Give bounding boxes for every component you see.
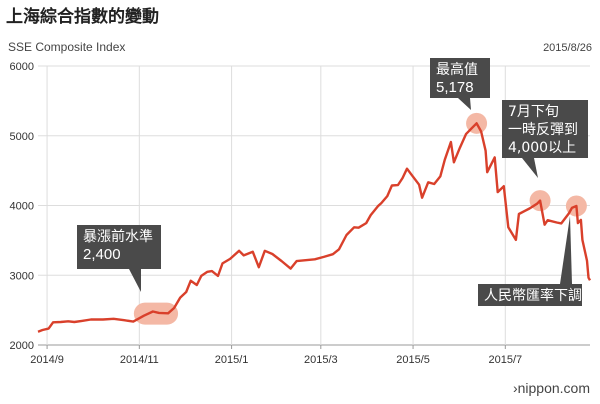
y-tick-label: 2000: [10, 340, 34, 352]
x-tick-label: 2015/1: [215, 354, 249, 366]
x-tick-label: 2014/9: [30, 354, 64, 366]
annotation-line: 人民幣匯率下調: [484, 287, 582, 304]
chart-title: 上海綜合指數的變動: [6, 7, 159, 27]
date-label: 2015/8/26: [543, 42, 592, 54]
highlight-pre-surge: [133, 302, 179, 325]
y-tick-label: 3000: [10, 270, 34, 282]
annotation-line: 5,178: [436, 79, 474, 96]
annotation-line: 最高值: [436, 61, 478, 78]
annotation-line: 4,000以上: [508, 140, 576, 156]
watermark-logo: ›nippon.com: [512, 380, 590, 396]
x-tick-label: 2015/5: [396, 354, 430, 366]
annotation-line: 7月下旬: [508, 104, 559, 120]
annotation-yuan-devaluation: 人民幣匯率下調: [478, 216, 582, 306]
chart-subtitle: SSE Composite Index: [8, 40, 126, 54]
x-tick-label: 2014/11: [120, 354, 159, 366]
annotation-line: 暴漲前水準: [83, 228, 153, 245]
y-tick-label: 6000: [10, 61, 34, 73]
annotation-line: 2,400: [83, 246, 121, 263]
x-tick-label: 2015/7: [488, 354, 522, 366]
series-line: [37, 122, 592, 333]
annotation-line: 一時反彈到: [508, 122, 578, 138]
y-tick-label: 5000: [10, 131, 34, 143]
x-tick-label: 2015/3: [304, 354, 338, 366]
y-tick-label: 4000: [10, 201, 34, 213]
